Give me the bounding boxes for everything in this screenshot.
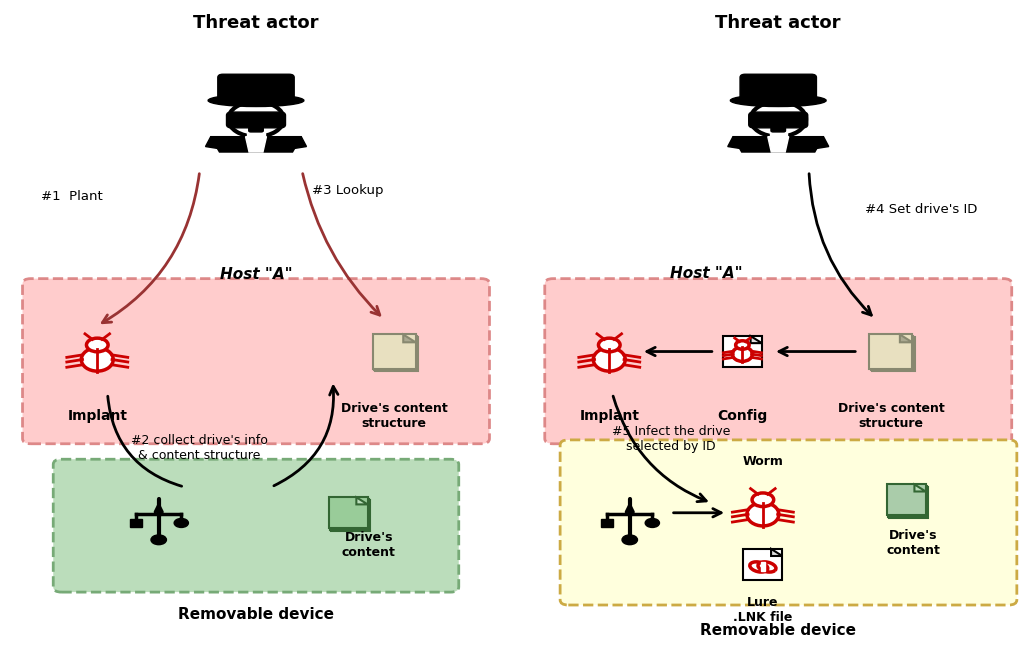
Ellipse shape (730, 94, 826, 106)
Polygon shape (915, 486, 927, 493)
Text: Drive's
content: Drive's content (342, 531, 395, 559)
Polygon shape (206, 137, 231, 149)
Circle shape (86, 338, 109, 352)
FancyBboxPatch shape (771, 126, 785, 132)
FancyBboxPatch shape (545, 279, 1012, 444)
Ellipse shape (81, 348, 114, 371)
FancyBboxPatch shape (226, 112, 286, 128)
Text: Removable device: Removable device (178, 606, 334, 622)
Text: Removable device: Removable device (700, 623, 856, 639)
FancyBboxPatch shape (889, 487, 928, 518)
Polygon shape (728, 137, 754, 149)
Polygon shape (356, 497, 368, 504)
Text: #3 Lookup: #3 Lookup (312, 184, 384, 197)
Text: Drive's content
structure: Drive's content structure (341, 402, 447, 430)
FancyBboxPatch shape (23, 279, 489, 444)
FancyBboxPatch shape (329, 497, 368, 528)
FancyBboxPatch shape (870, 336, 913, 370)
Text: #2 collect drive's info
& content structure: #2 collect drive's info & content struct… (131, 434, 268, 462)
FancyBboxPatch shape (218, 74, 294, 104)
Text: Threat actor: Threat actor (716, 14, 841, 32)
Text: #4 Set drive's ID: #4 Set drive's ID (865, 203, 978, 216)
Polygon shape (733, 135, 823, 152)
Circle shape (598, 338, 621, 352)
FancyBboxPatch shape (331, 500, 370, 531)
Text: Host "A": Host "A" (671, 266, 742, 281)
Polygon shape (902, 337, 914, 345)
FancyBboxPatch shape (373, 335, 416, 368)
FancyBboxPatch shape (330, 499, 369, 530)
Polygon shape (358, 500, 370, 507)
FancyBboxPatch shape (248, 124, 264, 137)
FancyBboxPatch shape (723, 336, 762, 367)
Text: Implant: Implant (68, 409, 127, 423)
Text: Implant: Implant (580, 409, 639, 423)
Ellipse shape (732, 347, 753, 361)
FancyBboxPatch shape (888, 486, 927, 517)
FancyBboxPatch shape (374, 336, 417, 370)
Text: Config: Config (717, 409, 768, 423)
FancyBboxPatch shape (740, 74, 816, 104)
Circle shape (735, 341, 750, 350)
Polygon shape (211, 135, 301, 152)
Polygon shape (916, 487, 928, 494)
FancyBboxPatch shape (887, 484, 926, 515)
Circle shape (622, 535, 638, 544)
Polygon shape (914, 484, 926, 491)
Polygon shape (357, 499, 369, 506)
Polygon shape (404, 336, 417, 344)
Polygon shape (900, 335, 912, 342)
Polygon shape (771, 549, 782, 556)
Polygon shape (406, 337, 418, 345)
Text: Threat actor: Threat actor (194, 14, 318, 32)
Circle shape (174, 519, 188, 528)
Circle shape (228, 101, 284, 137)
FancyBboxPatch shape (871, 337, 914, 372)
Ellipse shape (208, 94, 304, 106)
FancyBboxPatch shape (130, 519, 142, 527)
Polygon shape (901, 336, 913, 344)
FancyBboxPatch shape (761, 562, 765, 571)
FancyBboxPatch shape (560, 440, 1017, 605)
FancyBboxPatch shape (869, 335, 912, 368)
Polygon shape (768, 137, 788, 152)
Polygon shape (403, 335, 416, 342)
FancyBboxPatch shape (770, 124, 787, 137)
Polygon shape (751, 336, 762, 343)
FancyBboxPatch shape (743, 549, 782, 580)
Circle shape (151, 535, 167, 544)
Polygon shape (281, 137, 306, 149)
FancyBboxPatch shape (601, 519, 613, 527)
Polygon shape (246, 137, 266, 152)
FancyBboxPatch shape (749, 112, 808, 128)
FancyBboxPatch shape (249, 126, 263, 132)
Text: Lure
.LNK file: Lure .LNK file (733, 595, 793, 624)
Text: #5 Infect the drive
selected by ID: #5 Infect the drive selected by ID (611, 424, 730, 453)
Ellipse shape (593, 348, 626, 371)
Polygon shape (803, 137, 828, 149)
Circle shape (752, 493, 774, 506)
FancyBboxPatch shape (375, 337, 418, 372)
FancyBboxPatch shape (53, 459, 459, 592)
Text: Drive's
content: Drive's content (887, 529, 940, 557)
Circle shape (645, 519, 659, 528)
Ellipse shape (746, 502, 779, 526)
Text: Worm: Worm (742, 455, 783, 468)
Text: #1  Plant: #1 Plant (41, 190, 102, 203)
Circle shape (751, 101, 806, 137)
Text: Host "A": Host "A" (220, 266, 292, 282)
Text: Drive's content
structure: Drive's content structure (838, 402, 944, 430)
